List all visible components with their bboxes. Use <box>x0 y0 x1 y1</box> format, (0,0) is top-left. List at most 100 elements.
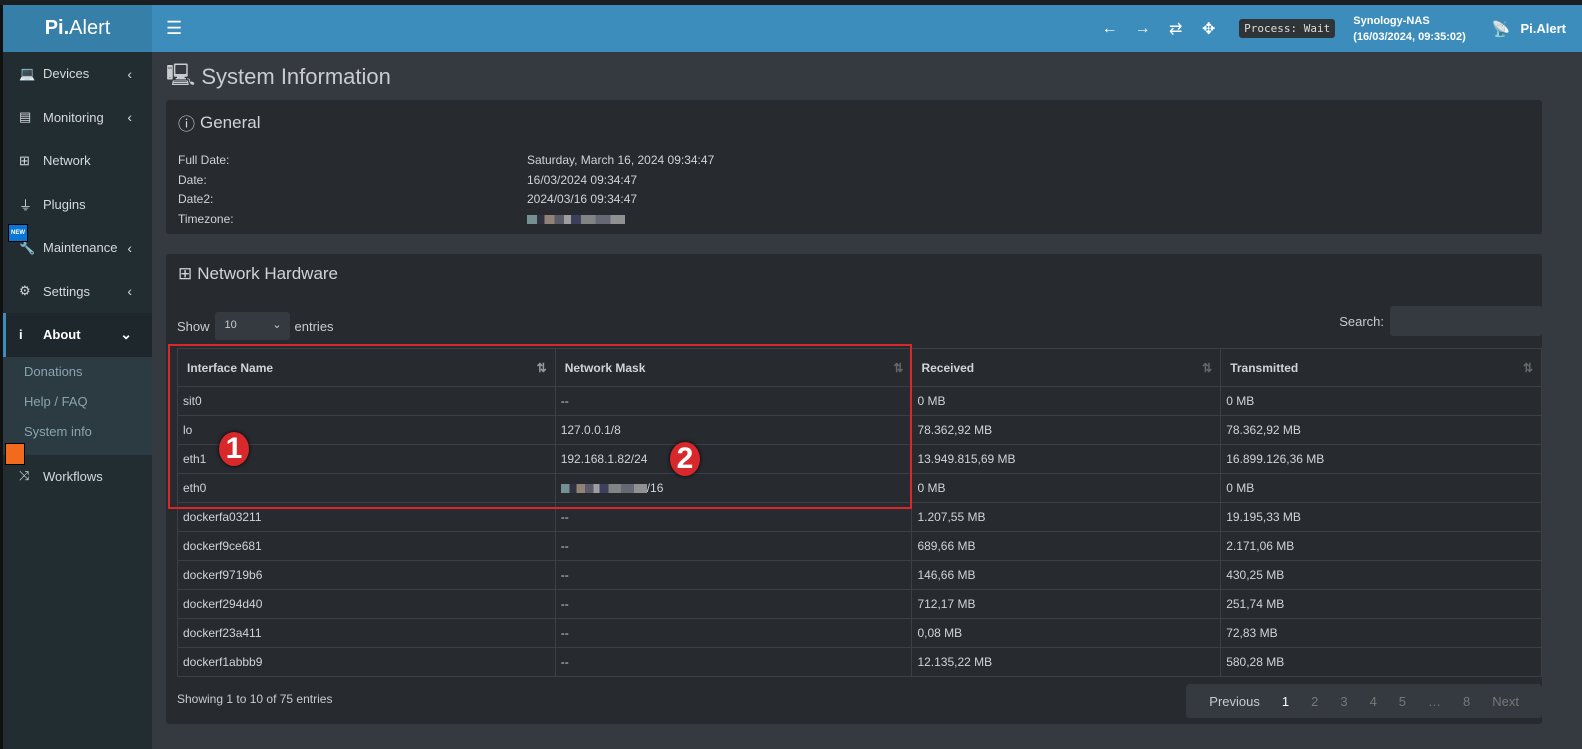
refresh-icon[interactable]: ⇄ <box>1168 20 1183 38</box>
table-cell: -- <box>554 618 913 648</box>
column-header[interactable]: Transmitted ⇅ <box>1220 348 1542 387</box>
info-icon: i <box>19 327 23 343</box>
sidebar-item-devices[interactable]: 💻 Devices ‹ <box>19 65 132 82</box>
sidebar-item-monitoring[interactable]: ▤ Monitoring ‹ <box>19 109 132 126</box>
table-cell: dockerf9719b6 <box>177 560 556 590</box>
process-status: Process: Wait <box>1239 19 1336 38</box>
entries-select[interactable]: 10 ⌄ <box>214 312 290 340</box>
network-table: Interface Name ⇅ Network Mask ⇅ Received ⇅ Tra… <box>177 348 1542 677</box>
column-header[interactable]: Received ⇅ <box>911 348 1222 387</box>
table-cell: 0 MB <box>1220 473 1542 503</box>
page-link[interactable]: 3 <box>1340 693 1348 709</box>
cpu-icon: 🖳 <box>166 62 196 87</box>
table-cell: dockerf9ce681 <box>177 531 556 561</box>
sort-icon[interactable]: ⇅ <box>893 361 904 375</box>
sidebar: 💻 Devices ‹ ▤ Monitoring ‹ ⊞ Network ⏚ Plugins… <box>3 52 152 749</box>
logo[interactable]: Pi. Alert <box>3 5 152 52</box>
sidebar-item-settings[interactable]: ⚙ Settings ‹ <box>19 283 132 300</box>
chevron-left-icon: ‹ <box>127 239 132 256</box>
table-row: dockerf23a411 -- 0,08 MB 72,83 MB <box>177 618 1542 648</box>
shuffle-icon: ⤨ <box>19 468 30 484</box>
general-box: ⓘ General Full Date: Saturday, March 16, 2… <box>166 100 1542 234</box>
page-link[interactable]: 5 <box>1398 693 1407 709</box>
submenu-system-info[interactable]: System info <box>24 423 92 439</box>
arrow-right-icon[interactable]: → <box>1134 19 1151 37</box>
table-cell: sit0 <box>177 386 556 416</box>
user-menu[interactable]: Pi.Alert <box>1520 21 1566 36</box>
table-cell: 0,08 MB <box>911 618 1222 648</box>
laptop-icon: 💻 <box>19 65 36 81</box>
submenu-donations[interactable]: Donations <box>24 363 83 379</box>
sort-icon[interactable]: ⇅ <box>536 361 547 375</box>
sort-icon[interactable]: ⇅ <box>1522 361 1533 375</box>
sidebar-item-about[interactable]: i About ⌄ <box>3 313 152 357</box>
table-cell: 13.949.815,69 MB <box>911 444 1222 474</box>
top-navbar: ☰ ← → ⇄ ✥ Process: Wait Synology-NAS (16/… <box>152 5 1582 52</box>
new-badge: NEW <box>8 224 28 242</box>
chevron-left-icon: ‹ <box>127 109 132 126</box>
annotation-2: 2 <box>670 442 700 476</box>
table-cell: 1.207,55 MB <box>911 502 1222 532</box>
table-cell: /16 <box>554 473 913 503</box>
chevron-left-icon: ‹ <box>127 65 132 82</box>
table-info: Showing 1 to 10 of 75 entries <box>177 692 333 706</box>
column-header[interactable]: Interface Name ⇅ <box>177 348 556 387</box>
router-icon: 📡 <box>1491 20 1511 38</box>
table-cell: 16.899.126,36 MB <box>1220 444 1542 474</box>
network-icon: ⊞ <box>178 264 193 283</box>
sidebar-item-workflows[interactable]: ⤨ Workflows <box>19 468 103 484</box>
page-link[interactable]: 2 <box>1311 693 1319 709</box>
page-link[interactable]: Next <box>1492 693 1519 709</box>
safety-vest-icon <box>5 443 25 465</box>
submenu-help-faq[interactable]: Help / FAQ <box>24 393 88 409</box>
table-cell: 251,74 MB <box>1220 589 1542 619</box>
table-cell: dockerf23a411 <box>177 618 556 648</box>
sidebar-item-plugins[interactable]: ⏚ Plugins <box>19 196 86 213</box>
table-row: dockerf294d40 -- 712,17 MB 251,74 MB <box>177 589 1542 619</box>
table-row: dockerf9719b6 -- 146,66 MB 430,25 MB <box>177 560 1542 590</box>
table-cell: -- <box>554 531 913 561</box>
gear-icon: ⚙ <box>19 283 31 299</box>
table-cell: 0 MB <box>911 473 1222 503</box>
timezone-redacted <box>527 210 927 230</box>
sidebar-item-maintenance[interactable]: 🔧 Maintenance ‹ <box>19 239 132 256</box>
arrow-left-icon[interactable]: ← <box>1101 19 1118 37</box>
table-row: eth1 192.168.1.82/24 13.949.815,69 MB 16.89… <box>177 444 1542 474</box>
sort-icon[interactable]: ⇅ <box>1202 361 1213 375</box>
sidebar-item-network[interactable]: ⊞ Network <box>19 152 91 169</box>
table-cell: 430,25 MB <box>1220 560 1542 590</box>
table-cell: -- <box>554 502 913 532</box>
page-link[interactable]: … <box>1428 693 1442 709</box>
table-cell: -- <box>554 386 913 416</box>
table-cell: 689,66 MB <box>911 531 1222 561</box>
table-cell: -- <box>554 560 913 590</box>
table-cell: 12.135,22 MB <box>911 647 1222 677</box>
table-cell: 19.195,33 MB <box>1220 502 1542 532</box>
menu-toggle-icon[interactable]: ☰ <box>166 18 183 38</box>
page-link[interactable]: 8 <box>1463 693 1471 709</box>
page-link[interactable]: 1 <box>1281 693 1290 709</box>
table-cell: 127.0.0.1/8 <box>554 415 913 445</box>
page-link[interactable]: 4 <box>1369 693 1377 709</box>
redacted-ip <box>560 484 647 494</box>
table-row: sit0 -- 0 MB 0 MB <box>177 386 1542 416</box>
host-info: Synology-NAS (16/03/2024, 09:35:02) <box>1353 14 1466 43</box>
search-input[interactable] <box>1390 306 1542 336</box>
network-hardware-box: ⊞ Network Hardware Show 10 ⌄ entries Searc… <box>166 254 1542 724</box>
table-row: lo 127.0.0.1/8 78.362,92 MB 78.362,92 MB <box>177 415 1542 445</box>
table-cell: 712,17 MB <box>911 589 1222 619</box>
table-cell: 192.168.1.82/24 <box>554 444 913 474</box>
wrench-icon: 🔧 <box>19 239 36 255</box>
column-header[interactable]: Network Mask ⇅ <box>554 348 913 387</box>
plug-icon: ⏚ <box>19 197 33 213</box>
table-cell: 0 MB <box>1220 386 1542 416</box>
move-icon[interactable]: ✥ <box>1201 20 1216 38</box>
window-border <box>0 0 1582 5</box>
table-cell: -- <box>554 647 913 677</box>
table-cell: 72,83 MB <box>1220 618 1542 648</box>
page-link[interactable]: Previous <box>1209 693 1260 709</box>
info-circle-icon: ⓘ <box>178 115 195 134</box>
table-cell: 0 MB <box>911 386 1222 416</box>
pagination: Previous 1 2 3 4 5 … 8 Next <box>1186 684 1542 718</box>
table-row: dockerfa03211 -- 1.207,55 MB 19.195,33 MB <box>177 502 1542 532</box>
